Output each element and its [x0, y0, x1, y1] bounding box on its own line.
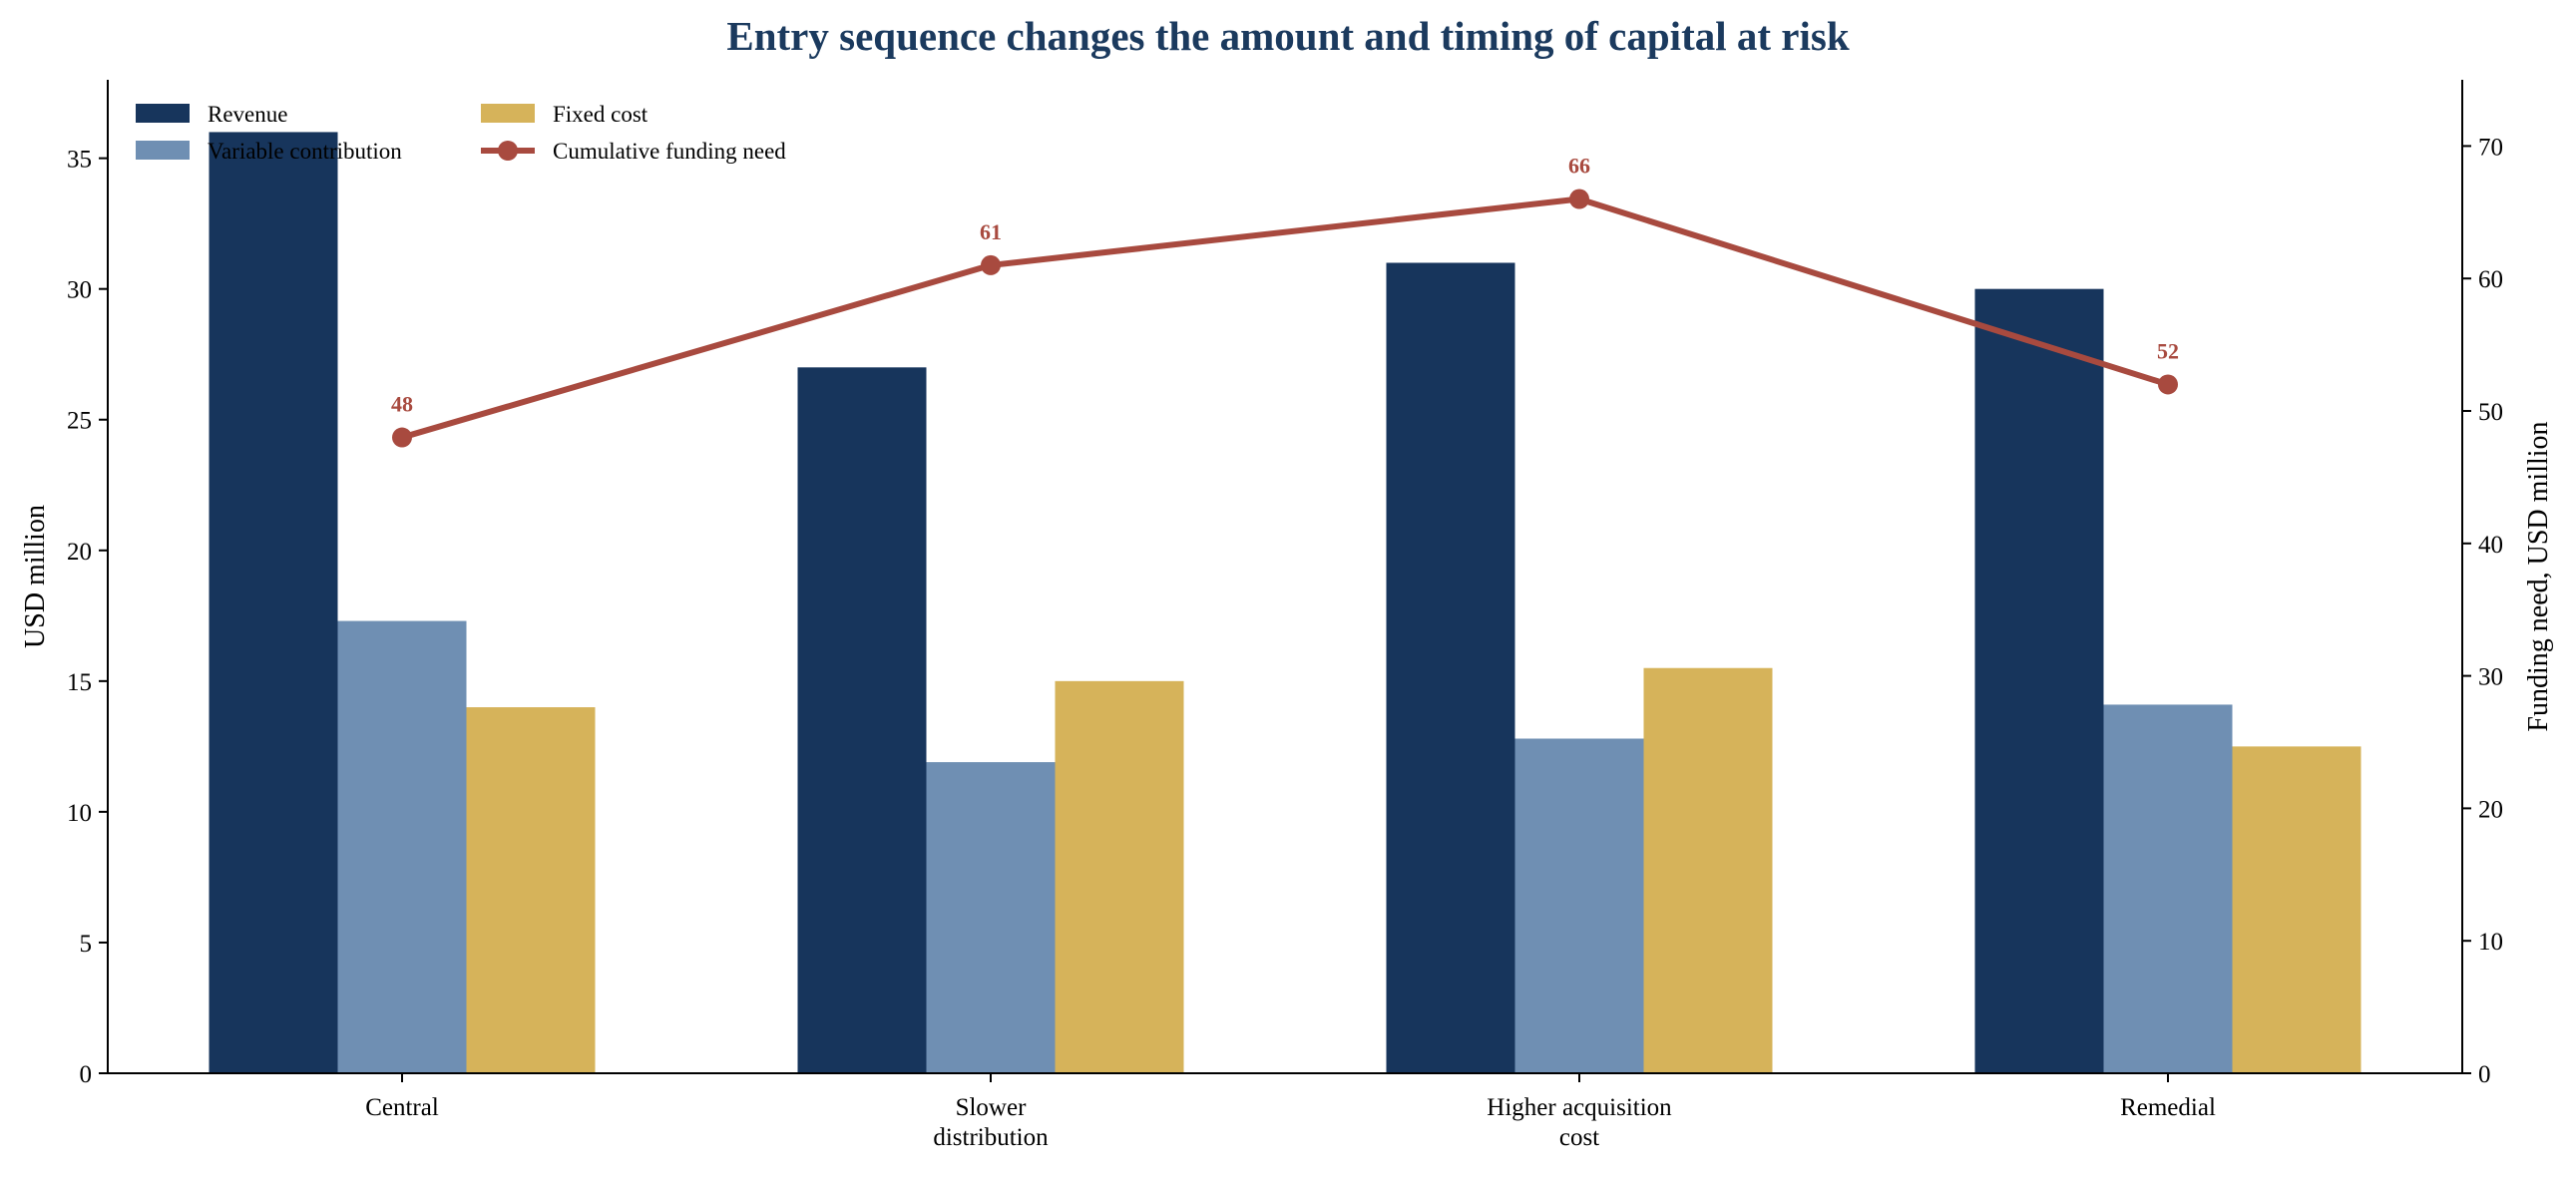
bar-fixed-cost-4 — [2232, 746, 2361, 1073]
x-tick-label-line: Higher acquisition — [1487, 1094, 1672, 1121]
bar-fixed-cost-3 — [1643, 667, 1773, 1073]
y2-tick-label-6: 50 — [2478, 399, 2503, 426]
x-tick-label-4: Remedial — [2120, 1094, 2216, 1121]
y2-tick-label-8: 70 — [2478, 134, 2503, 161]
x-tick-label-line: cost — [1559, 1124, 1599, 1151]
x-tick-label-line: Slower — [956, 1094, 1028, 1121]
bar-revenue-3 — [1386, 262, 1515, 1073]
legend-label-fixed-cost: Fixed cost — [553, 102, 648, 127]
bars-layer — [209, 132, 2361, 1074]
x-tick-label-line: Remedial — [2120, 1094, 2216, 1121]
funding-need-point-3 — [1569, 189, 1589, 209]
y2-tick-label-4: 30 — [2478, 664, 2503, 691]
y-tick-label-5: 20 — [67, 539, 92, 566]
funding-need-label-1: 48 — [391, 392, 413, 417]
legend-label-cumulative-funding-need: Cumulative funding need — [553, 139, 786, 164]
legend: Revenue Variable contribution Fixed cost Cu… — [136, 102, 786, 164]
y2-tick-label-3: 20 — [2478, 796, 2503, 823]
y2-tick-label-1: 0 — [2478, 1061, 2491, 1088]
x-tick-label-2: Slower distribution — [933, 1094, 1049, 1151]
funding-line-layer: 48 61 66 52 — [391, 154, 2179, 448]
y-tick-label-7: 30 — [67, 277, 92, 304]
y-tick-label-6: 25 — [67, 408, 92, 435]
y2-axis-title: Funding need, USD million — [2523, 421, 2554, 731]
bar-variable-contribution-3 — [1514, 738, 1644, 1073]
y2-tick-label-2: 10 — [2478, 929, 2503, 956]
bar-fixed-cost-1 — [466, 707, 596, 1073]
y-tick-label-4: 15 — [67, 669, 92, 696]
funding-need-line — [401, 196, 2169, 441]
funding-need-point-4 — [2158, 374, 2178, 395]
y-axis-title: USD million — [20, 505, 51, 648]
y2-tick-label-7: 60 — [2478, 266, 2503, 293]
y-tick-label-1: 0 — [80, 1061, 93, 1088]
bar-variable-contribution-4 — [2103, 704, 2233, 1073]
funding-need-label-3: 66 — [1568, 154, 1590, 179]
legend-swatch-fixed-cost — [481, 104, 535, 123]
x-tick-label-line: Central — [365, 1094, 439, 1121]
axes-layer: 0 5 10 15 20 25 30 35 0 10 20 30 40 50 60 70 Central Slow… — [67, 80, 2503, 1151]
bar-fixed-cost-2 — [1055, 680, 1184, 1073]
x-tick-label-line: distribution — [933, 1124, 1049, 1151]
legend-swatch-variable-contribution — [136, 141, 190, 160]
y-tick-label-2: 5 — [80, 931, 93, 958]
funding-need-point-2 — [981, 254, 1001, 275]
funding-need-label-4: 52 — [2157, 338, 2179, 363]
legend-label-revenue: Revenue — [208, 102, 287, 127]
bar-revenue-1 — [209, 132, 338, 1074]
chart-title: Entry sequence changes the amount and ti… — [726, 13, 1849, 59]
y-tick-label-3: 10 — [67, 800, 92, 827]
y-tick-label-8: 35 — [67, 147, 92, 174]
funding-need-point-1 — [392, 427, 412, 448]
x-tick-label-3: Higher acquisition cost — [1487, 1094, 1672, 1151]
bar-variable-contribution-2 — [926, 762, 1056, 1073]
bar-revenue-2 — [797, 367, 927, 1073]
funding-need-label-2: 61 — [980, 219, 1002, 244]
bar-variable-contribution-1 — [337, 620, 467, 1073]
legend-label-variable-contribution: Variable contribution — [208, 139, 402, 164]
legend-swatch-revenue — [136, 104, 190, 123]
bar-revenue-4 — [1974, 288, 2104, 1073]
y2-tick-label-5: 40 — [2478, 532, 2503, 559]
x-tick-label-1: Central — [365, 1094, 439, 1121]
legend-marker-cumulative-funding-need — [498, 141, 518, 161]
